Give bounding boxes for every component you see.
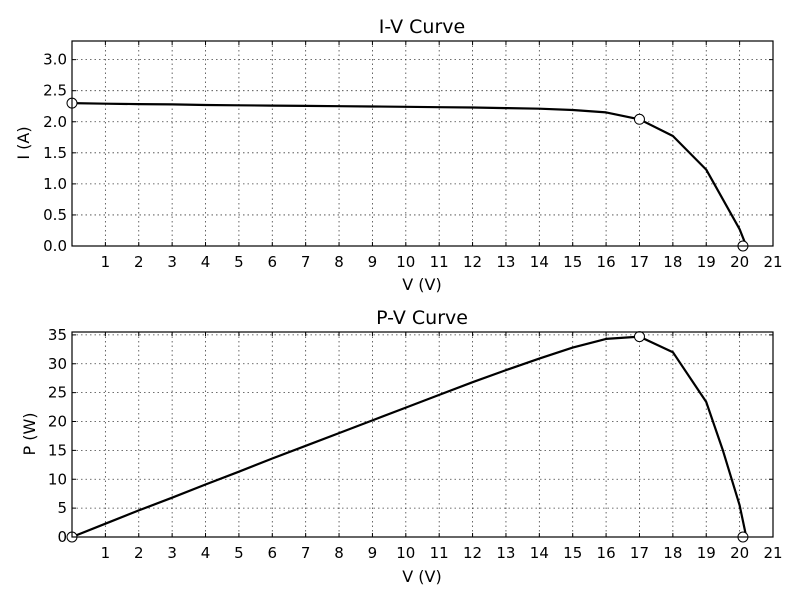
pv-x-ticks: 1 2 3 4 5 6 7 8 9 10 11 12 13 14 15 16 17 18 19 20 21	[101, 332, 783, 562]
iv-x-tick-label: 7	[301, 253, 311, 271]
iv-x-tick-label: 15	[563, 253, 582, 271]
iv-x-tick-label: 19	[697, 253, 716, 271]
pv-x-tick-label: 2	[134, 544, 144, 562]
iv-y-tick-label: 2.0	[43, 113, 67, 131]
iv-x-tick-label: 4	[201, 253, 211, 271]
pv-marker-point	[633, 331, 645, 343]
pv-title: P-V Curve	[376, 307, 468, 329]
pv-y-tick-label: 35	[48, 326, 67, 344]
pv-y-tick-label: 5	[57, 499, 67, 517]
pv-x-tick-label: 20	[730, 544, 749, 562]
pv-x-tick-label: 18	[663, 544, 682, 562]
iv-y-ticks: 0.0 0.5 1.0 1.5 2.0 2.5 3.0	[43, 51, 773, 255]
pv-x-tick-label: 8	[334, 544, 344, 562]
iv-x-ticks: 1 2 3 4 5 6 7 8 9 10 11 12 13 14 15 16 17 18 19 20 21	[101, 41, 783, 271]
iv-x-tick-label: 9	[368, 253, 378, 271]
iv-x-tick-label: 1	[101, 253, 111, 271]
pv-x-tick-label: 16	[597, 544, 616, 562]
iv-x-tick-label: 3	[167, 253, 177, 271]
iv-y-tick-label: 0.5	[43, 206, 67, 224]
iv-x-tick-label: 18	[663, 253, 682, 271]
iv-title: I-V Curve	[379, 16, 465, 38]
pv-panel: P-V Curve V (V) P (W) 1 2 3 4 5 6 7 8 9 10 11 12 13 1…	[20, 307, 783, 586]
iv-x-tick-label: 14	[530, 253, 549, 271]
iv-curve-line	[71, 102, 748, 247]
iv-x-tick-label: 17	[630, 253, 649, 271]
iv-y-tick-label: 3.0	[43, 51, 67, 69]
iv-xlabel: V (V)	[402, 275, 441, 294]
pv-x-tick-label: 12	[463, 544, 482, 562]
iv-y-tick-label: 1.5	[43, 144, 67, 162]
iv-y-tick-label: 1.0	[43, 175, 67, 193]
pv-y-ticks: 0 5 10 15 20 25 30 35	[48, 326, 773, 546]
iv-x-tick-label: 20	[730, 253, 749, 271]
iv-ylabel: I (A)	[14, 126, 33, 159]
pv-x-tick-label: 15	[563, 544, 582, 562]
pv-x-tick-label: 7	[301, 544, 311, 562]
iv-x-tick-label: 12	[463, 253, 482, 271]
pv-axes-frame	[71, 331, 774, 538]
pv-y-tick-label: 30	[48, 355, 67, 373]
pv-x-tick-label: 9	[368, 544, 378, 562]
pv-x-tick-label: 4	[201, 544, 211, 562]
iv-x-tick-label: 13	[496, 253, 515, 271]
pv-grid	[72, 332, 774, 538]
pv-ylabel: P (W)	[20, 412, 39, 455]
iv-x-tick-label: 11	[430, 253, 449, 271]
iv-x-tick-label: 6	[268, 253, 278, 271]
iv-y-tick-label: 2.5	[43, 82, 67, 100]
pv-x-tick-label: 6	[268, 544, 278, 562]
pv-x-tick-label: 13	[496, 544, 515, 562]
iv-x-tick-label: 21	[763, 253, 782, 271]
pv-y-tick-label: 20	[48, 413, 67, 431]
pv-y-tick-label: 0	[57, 528, 67, 546]
pv-x-tick-label: 3	[167, 544, 177, 562]
iv-grid	[72, 41, 774, 247]
pv-x-tick-label: 1	[101, 544, 111, 562]
iv-x-tick-label: 2	[134, 253, 144, 271]
pv-xlabel: V (V)	[402, 567, 441, 586]
iv-x-tick-label: 10	[396, 253, 415, 271]
pv-y-tick-label: 15	[48, 441, 67, 459]
pv-x-tick-label: 11	[430, 544, 449, 562]
iv-axes-frame	[71, 40, 774, 247]
iv-x-tick-label: 16	[597, 253, 616, 271]
iv-y-tick-label: 0.0	[43, 237, 67, 255]
pv-y-tick-label: 25	[48, 384, 67, 402]
iv-x-tick-label: 8	[334, 253, 344, 271]
pv-x-tick-label: 17	[630, 544, 649, 562]
pv-x-tick-label: 14	[530, 544, 549, 562]
pv-x-tick-label: 10	[396, 544, 415, 562]
iv-panel: I-V Curve V (V) I (A) 1 2 3 4 5 6 7 8 9 10 11 12 13 1…	[14, 16, 783, 294]
iv-x-tick-label: 5	[234, 253, 244, 271]
pv-y-tick-label: 10	[48, 470, 67, 488]
iv-marker-point	[633, 113, 645, 125]
pv-x-tick-label: 19	[697, 544, 716, 562]
pv-curve-line	[71, 335, 748, 539]
pv-x-tick-label: 5	[234, 544, 244, 562]
pv-x-tick-label: 21	[763, 544, 782, 562]
